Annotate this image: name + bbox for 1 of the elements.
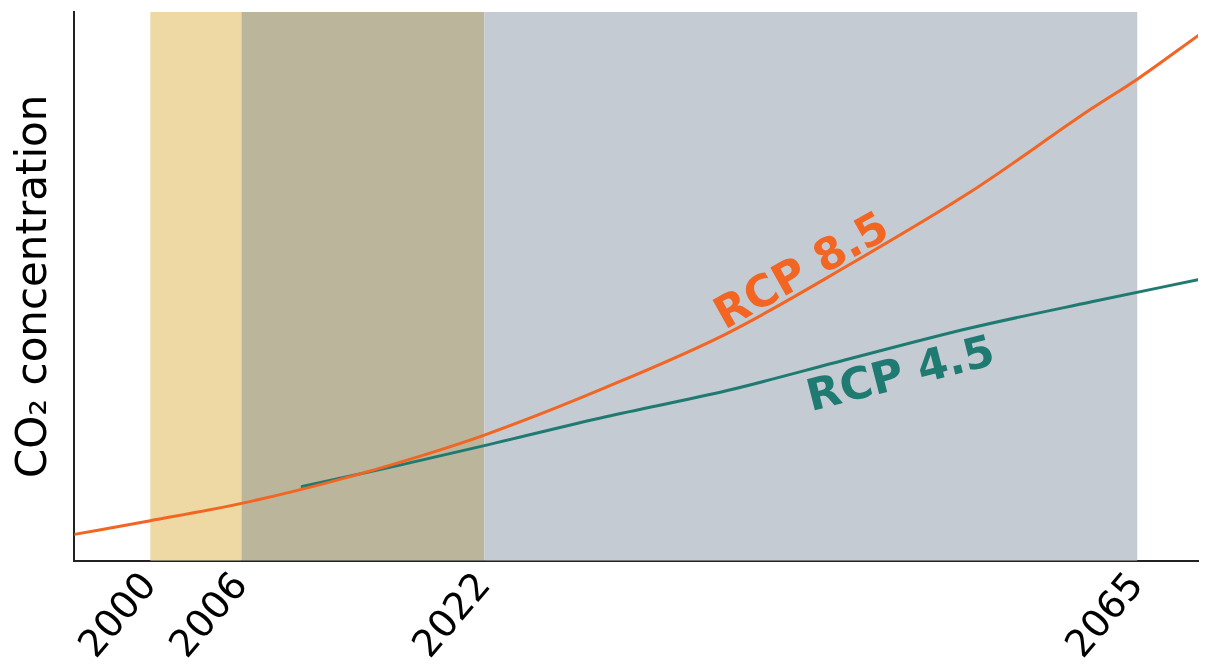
y-axis-title: CO₂ concentration — [7, 94, 57, 479]
